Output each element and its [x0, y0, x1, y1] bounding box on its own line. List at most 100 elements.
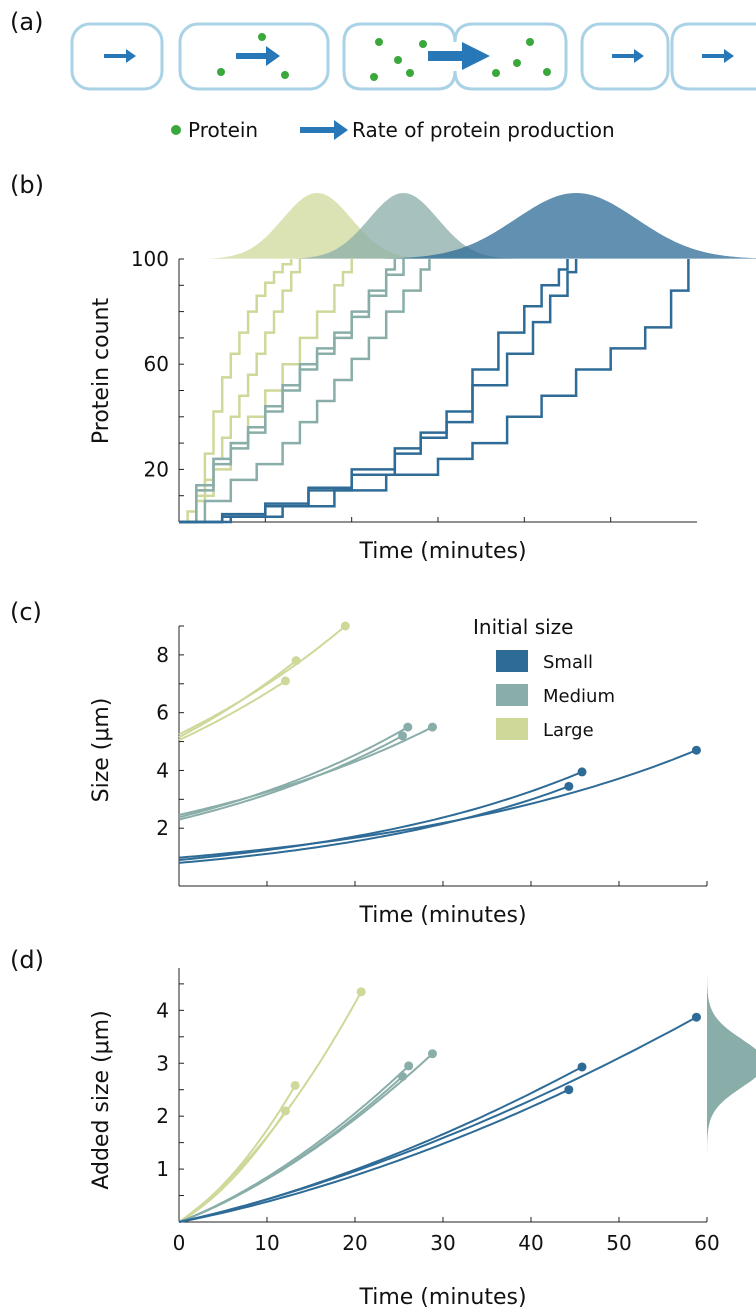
- c-series-small: [178, 785, 570, 864]
- d-x-tick-label: 0: [173, 1231, 186, 1255]
- b-series-small: [179, 259, 569, 524]
- panel-label-b: (b): [10, 171, 44, 199]
- panel-b-chart: 20 60 100 Time (minutes) Protein count: [89, 193, 756, 564]
- cell-1: [70, 22, 164, 91]
- panel-a-schematic: Protein Rate of protein production: [70, 22, 756, 142]
- c-x-axis-label: Time (minutes): [358, 903, 526, 928]
- panel-label-a: (a): [10, 8, 43, 36]
- d-x-tick-label: 10: [254, 1231, 279, 1255]
- c-endpoint-medium: [398, 731, 408, 741]
- c-series-medium: [178, 734, 403, 821]
- c-series-medium: [178, 726, 433, 816]
- d-x-tick-label: 20: [342, 1231, 367, 1255]
- b-series: [179, 259, 690, 524]
- d-series-small: [178, 1088, 570, 1223]
- b-series-small: [179, 259, 690, 524]
- cell-2: [178, 22, 330, 91]
- d-endpoint-medium: [427, 1049, 437, 1059]
- rate-arrow-icon: [428, 42, 490, 70]
- c-series-medium: [178, 726, 409, 819]
- c-series: [178, 621, 701, 864]
- panel-c-chart: 2 4 6 8 Time (minutes) Size (μm) Initial si…: [89, 615, 708, 928]
- d-series: [178, 987, 701, 1223]
- d-x-tick-label: 30: [430, 1231, 455, 1255]
- panel-d-chart: 0 10 20 30 40 50 60 1 2 3 4 Time (minutes) Added s…: [89, 962, 756, 1310]
- rate-arrow-icon: [104, 49, 136, 63]
- c-endpoint-small: [577, 767, 587, 777]
- c-y-tick-label: 6: [156, 701, 169, 725]
- d-series-large: [178, 1084, 297, 1223]
- d-endpoint-large: [290, 1080, 300, 1090]
- d-endpoint-small: [577, 1062, 587, 1072]
- b-distribution-medium: [293, 193, 514, 259]
- d-y-tick-label: 4: [156, 998, 169, 1022]
- rate-arrow-icon: [236, 46, 280, 66]
- d-series-small: [178, 1016, 697, 1223]
- d-y-tick-label: 1: [156, 1157, 169, 1181]
- rate-arrow-icon: [702, 49, 734, 63]
- c-legend-label-large: Large: [543, 720, 594, 741]
- b-series-medium: [179, 259, 431, 524]
- d-endpoint-small: [691, 1012, 701, 1022]
- c-endpoint-large: [340, 621, 350, 631]
- d-endpoint-small: [564, 1085, 574, 1095]
- daughter-cell-1: [580, 22, 670, 91]
- d-series-medium: [178, 1075, 404, 1223]
- b-series-small: [179, 259, 578, 524]
- d-series-large: [178, 991, 363, 1223]
- rate-arrow-icon: [612, 49, 644, 63]
- panel-label-c: (c): [10, 598, 42, 626]
- b-series-medium: [179, 259, 397, 524]
- c-legend-swatch-large: [496, 718, 528, 740]
- d-axes: 0 10 20 30 40 50 60 1 2 3 4: [156, 968, 720, 1255]
- d-series-medium: [178, 1052, 434, 1223]
- protein-dots: [217, 33, 551, 81]
- d-endpoint-medium: [404, 1061, 414, 1071]
- c-endpoint-medium: [427, 722, 437, 732]
- d-y-tick-label: 3: [156, 1051, 169, 1075]
- c-legend-label-small: Small: [543, 652, 593, 673]
- protein-legend-icon: [171, 125, 181, 135]
- b-axes: 20 60 100: [131, 247, 697, 523]
- rate-legend-arrow-icon: [300, 120, 348, 140]
- c-y-axis-label: Size (μm): [89, 698, 114, 803]
- d-x-tick-label: 50: [606, 1231, 631, 1255]
- dividing-cell: [342, 22, 568, 91]
- c-y-tick-label: 2: [156, 816, 169, 840]
- c-endpoint-medium: [403, 722, 413, 732]
- d-y-tick-label: 2: [156, 1104, 169, 1128]
- b-x-axis-label: Time (minutes): [358, 539, 526, 564]
- b-y-tick-label: 20: [144, 457, 169, 481]
- c-series-large: [178, 625, 346, 736]
- d-endpoint-large: [356, 987, 366, 997]
- d-distribution-medium: [707, 962, 756, 1222]
- panel-label-d: (d): [10, 946, 44, 974]
- c-y-tick-label: 8: [156, 643, 169, 667]
- b-distribution-small: [382, 193, 756, 259]
- c-legend-label-medium: Medium: [543, 686, 615, 707]
- c-legend: Small Medium Large: [496, 650, 615, 741]
- c-legend-swatch-medium: [496, 684, 528, 706]
- b-y-tick-label: 100: [131, 247, 169, 271]
- b-series-large: [179, 259, 302, 524]
- c-legend-swatch-small: [496, 650, 528, 672]
- d-side-distribution: [707, 962, 756, 1222]
- c-legend-title: Initial size: [473, 615, 573, 639]
- d-x-tick-label: 40: [518, 1231, 543, 1255]
- c-endpoint-small: [691, 745, 701, 755]
- b-y-axis-label: Protein count: [89, 298, 114, 445]
- b-y-tick-label: 60: [144, 352, 169, 376]
- rate-legend-label: Rate of protein production: [352, 118, 615, 142]
- c-endpoint-large: [280, 676, 290, 686]
- c-endpoint-small: [564, 781, 574, 791]
- b-distributions: [206, 193, 756, 259]
- d-y-axis-label: Added size (μm): [89, 1010, 114, 1189]
- daughter-cell-2: [670, 22, 756, 91]
- d-x-axis-label: Time (minutes): [358, 1285, 526, 1310]
- d-x-tick-label: 60: [694, 1231, 719, 1255]
- protein-legend-label: Protein: [188, 118, 258, 142]
- c-series-large: [178, 680, 287, 742]
- c-y-tick-label: 4: [156, 758, 169, 782]
- c-series-small: [178, 770, 583, 861]
